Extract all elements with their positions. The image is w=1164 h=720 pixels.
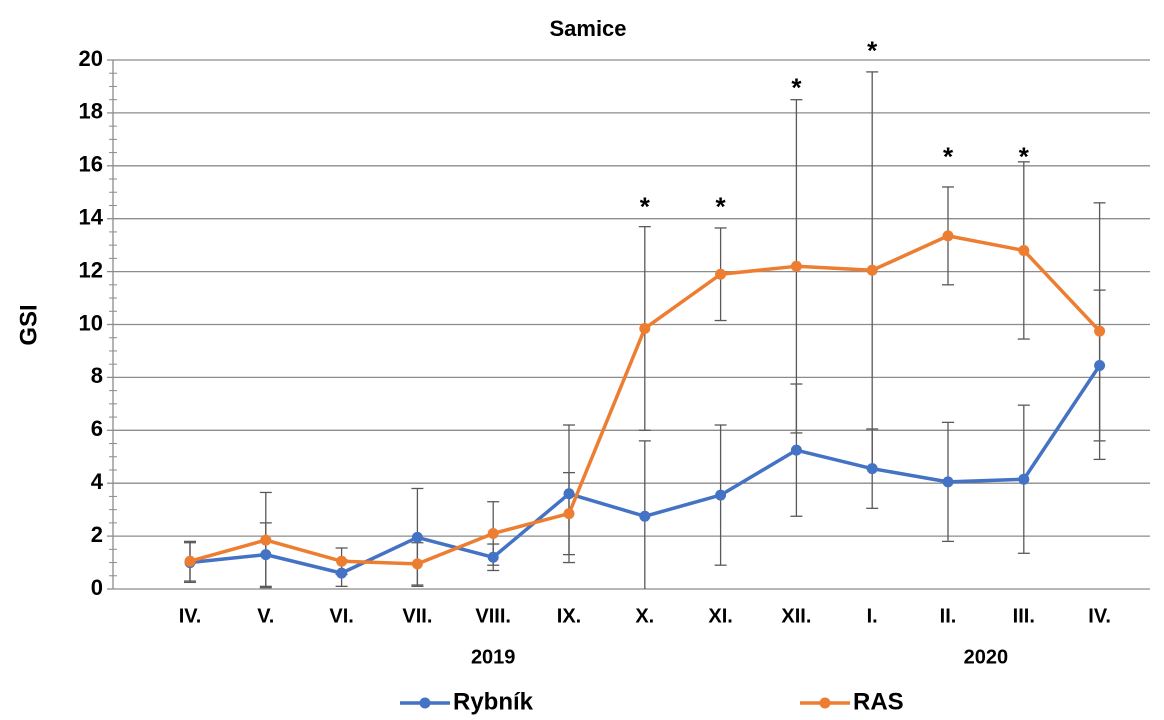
annotation: * xyxy=(867,36,878,66)
x-tick-label: XI. xyxy=(708,605,732,627)
y-tick-label: 0 xyxy=(91,575,103,600)
data-point xyxy=(942,476,954,488)
x-tick-label: VIII. xyxy=(475,605,511,627)
annotation: * xyxy=(640,192,651,222)
legend-marker xyxy=(419,697,431,709)
data-point xyxy=(1018,473,1030,485)
data-point xyxy=(260,549,272,561)
data-point xyxy=(563,488,575,500)
data-point xyxy=(1094,325,1106,337)
data-point xyxy=(942,230,954,242)
annotation: * xyxy=(943,141,954,171)
data-point xyxy=(639,322,651,334)
y-tick-label: 6 xyxy=(91,416,103,441)
data-point xyxy=(184,555,196,567)
y-tick-label: 18 xyxy=(79,99,103,124)
annotation: * xyxy=(1019,141,1030,171)
data-point xyxy=(487,551,499,563)
chart-title: Samice xyxy=(549,16,626,41)
x-tick-label: III. xyxy=(1013,605,1035,627)
data-point xyxy=(866,463,878,475)
data-point xyxy=(336,567,348,579)
data-point xyxy=(639,510,651,522)
year-label: 2019 xyxy=(471,646,516,668)
x-tick-label: IX. xyxy=(557,605,581,627)
y-tick-label: 20 xyxy=(79,46,103,71)
data-point xyxy=(790,444,802,456)
legend-item: RAS xyxy=(800,688,904,715)
legend-label: Rybník xyxy=(453,688,534,715)
legend-label: RAS xyxy=(853,688,904,715)
x-tick-label: V. xyxy=(257,605,274,627)
x-tick-label: IV. xyxy=(1088,605,1111,627)
data-point xyxy=(1018,244,1030,256)
x-tick-label: VI. xyxy=(329,605,353,627)
y-tick-label: 8 xyxy=(91,363,103,388)
data-point xyxy=(715,489,727,501)
data-point xyxy=(487,527,499,539)
x-tick-label: X. xyxy=(635,605,654,627)
data-point xyxy=(411,558,423,570)
data-point xyxy=(563,508,575,520)
year-label: 2020 xyxy=(964,646,1009,668)
annotation: * xyxy=(716,192,727,222)
data-point xyxy=(715,268,727,280)
legend-item: Rybník xyxy=(400,688,534,715)
y-tick-label: 14 xyxy=(79,205,104,230)
legend-marker xyxy=(819,697,831,709)
data-point xyxy=(260,534,272,546)
y-tick-label: 4 xyxy=(91,469,104,494)
x-tick-label: IV. xyxy=(179,605,202,627)
x-tick-label: XII. xyxy=(781,605,811,627)
data-point xyxy=(336,555,348,567)
y-tick-label: 10 xyxy=(79,310,103,335)
x-tick-label: I. xyxy=(867,605,878,627)
data-point xyxy=(790,260,802,272)
data-point xyxy=(411,531,423,543)
data-point xyxy=(866,264,878,276)
x-tick-label: VII. xyxy=(402,605,432,627)
y-tick-label: 2 xyxy=(91,522,103,547)
annotation: * xyxy=(791,73,802,103)
data-point xyxy=(1094,359,1106,371)
y-tick-label: 16 xyxy=(79,152,103,177)
y-axis-label: GSI xyxy=(15,304,42,345)
y-tick-label: 12 xyxy=(79,257,103,282)
x-tick-label: II. xyxy=(940,605,957,627)
